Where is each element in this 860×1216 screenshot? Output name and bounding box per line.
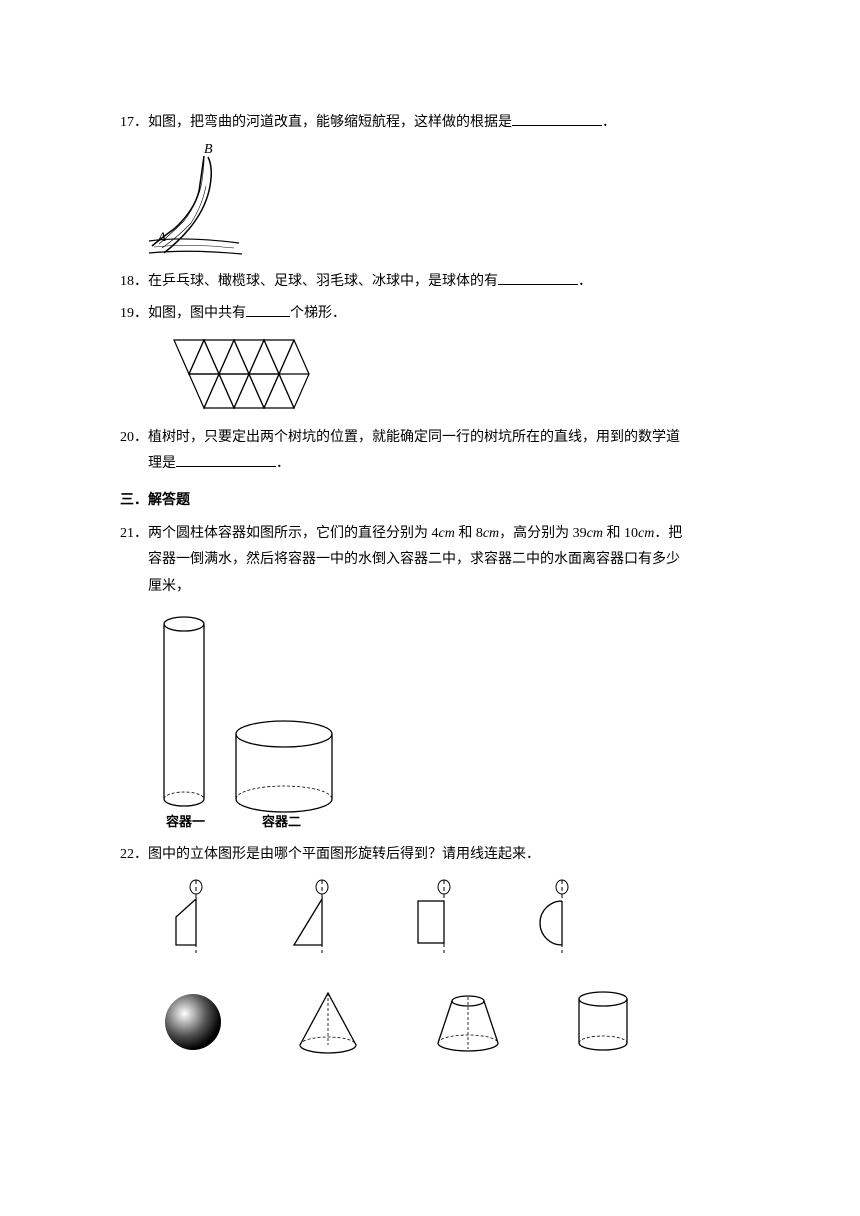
rotation-shape-2-icon bbox=[288, 879, 348, 957]
container-1-label: 容器一 bbox=[165, 814, 205, 829]
q21-line3: 厘米， bbox=[120, 574, 745, 601]
q19-blank bbox=[246, 302, 290, 317]
q19-number: 19． bbox=[120, 301, 148, 328]
question-17: 17． 如图，把弯曲的河道改直，能够缩短航程，这样做的根据是 ． B A bbox=[120, 110, 745, 261]
question-22: 22． 图中的立体图形是由哪个平面图形旋转后得到？请用线连起来． bbox=[120, 842, 745, 1057]
q17-text-before: 如图，把弯曲的河道改直，能够缩短航程，这样做的根据是 bbox=[148, 115, 512, 130]
q18-blank bbox=[498, 270, 578, 285]
q22-top-row bbox=[148, 879, 745, 957]
q18-body: 在乒乓球、橄榄球、足球、羽毛球、冰球中，是球体的有 ． bbox=[148, 269, 745, 296]
river-diagram-icon: B A bbox=[144, 141, 254, 261]
page-content: 17． 如图，把弯曲的河道改直，能够缩短航程，这样做的根据是 ． B A bbox=[0, 0, 860, 1103]
sphere-icon bbox=[158, 987, 228, 1057]
q18-text-after: ． bbox=[578, 274, 592, 289]
q17-figure: B A bbox=[144, 141, 745, 261]
q20-blank bbox=[176, 452, 276, 467]
rotation-shape-4-icon bbox=[528, 879, 588, 957]
q22-shapes bbox=[148, 879, 745, 1057]
q22-number: 22． bbox=[120, 842, 148, 869]
q20-line2: 理是 ． bbox=[120, 451, 745, 478]
svg-text:A: A bbox=[157, 229, 166, 244]
section-3-title: 三．解答题 bbox=[120, 488, 745, 515]
svg-text:B: B bbox=[204, 142, 213, 157]
rotation-shape-1-icon bbox=[168, 879, 228, 957]
question-20: 20． 植树时，只要定出两个树坑的位置，就能确定同一行的树坑所在的直线，用到的数… bbox=[120, 425, 745, 478]
q17-text-after: ． bbox=[602, 115, 616, 130]
q21-number: 21． bbox=[120, 521, 148, 548]
q20-line2-after: ． bbox=[276, 456, 290, 471]
trapezoid-grid-icon bbox=[144, 332, 344, 417]
q21-line2: 容器一倒满水，然后将容器一中的水倒入容器二中，求容器二中的水面离容器口有多少 bbox=[120, 547, 745, 574]
q18-text-before: 在乒乓球、橄榄球、足球、羽毛球、冰球中，是球体的有 bbox=[148, 274, 498, 289]
q17-blank bbox=[512, 111, 602, 126]
q22-text: 图中的立体图形是由哪个平面图形旋转后得到？请用线连起来． bbox=[148, 842, 745, 869]
question-19: 19． 如图，图中共有 个梯形． bbox=[120, 301, 745, 417]
q18-number: 18． bbox=[120, 269, 148, 296]
q19-text-after: 个梯形． bbox=[290, 306, 346, 321]
q19-figure bbox=[144, 332, 745, 417]
cylinders-icon: 容器一 容器二 bbox=[144, 604, 364, 834]
q17-body: 如图，把弯曲的河道改直，能够缩短航程，这样做的根据是 ． bbox=[148, 110, 745, 137]
q20-line1: 植树时，只要定出两个树坑的位置，就能确定同一行的树坑所在的直线，用到的数学道 bbox=[148, 425, 745, 452]
q19-text-before: 如图，图中共有 bbox=[148, 306, 246, 321]
q21-line1: 两个圆柱体容器如图所示，它们的直径分别为 4cm 和 8cm，高分别为 39cm… bbox=[148, 521, 745, 548]
q17-number: 17． bbox=[120, 110, 148, 137]
rotation-shape-3-icon bbox=[408, 879, 468, 957]
q20-number: 20． bbox=[120, 425, 148, 452]
cone-icon bbox=[288, 987, 368, 1057]
question-18: 18． 在乒乓球、橄榄球、足球、羽毛球、冰球中，是球体的有 ． bbox=[120, 269, 745, 296]
frustum-icon bbox=[428, 987, 508, 1057]
q20-line2-before: 理是 bbox=[148, 456, 176, 471]
question-21: 21． 两个圆柱体容器如图所示，它们的直径分别为 4cm 和 8cm，高分别为 … bbox=[120, 521, 745, 835]
container-2-label: 容器二 bbox=[261, 814, 301, 829]
q19-body: 如图，图中共有 个梯形． bbox=[148, 301, 745, 328]
cylinder-icon bbox=[568, 987, 638, 1057]
q22-bottom-row bbox=[148, 987, 745, 1057]
q21-figure: 容器一 容器二 bbox=[144, 604, 745, 834]
